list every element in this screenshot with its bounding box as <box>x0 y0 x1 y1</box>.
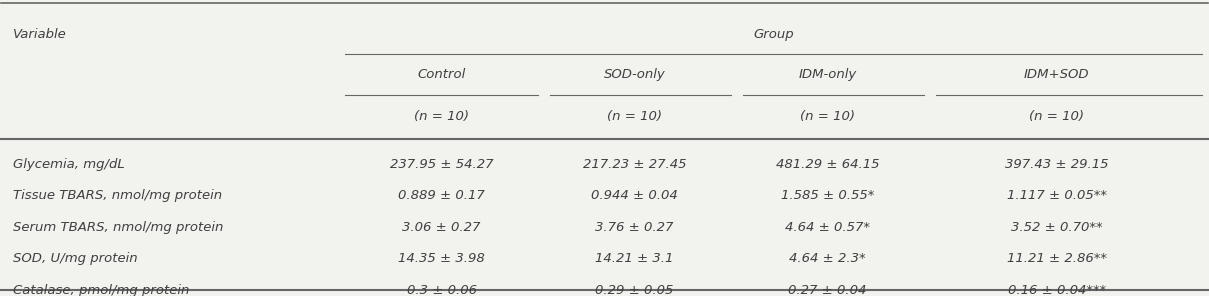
Text: 217.23 ± 27.45: 217.23 ± 27.45 <box>583 158 687 171</box>
Text: 3.76 ± 0.27: 3.76 ± 0.27 <box>596 221 673 234</box>
Text: IDM+SOD: IDM+SOD <box>1024 68 1089 81</box>
Text: 0.27 ± 0.04: 0.27 ± 0.04 <box>788 284 867 296</box>
Text: SOD, U/mg protein: SOD, U/mg protein <box>13 252 138 265</box>
Text: Glycemia, mg/dL: Glycemia, mg/dL <box>13 158 126 171</box>
Text: 0.3 ± 0.06: 0.3 ± 0.06 <box>406 284 476 296</box>
Text: 3.52 ± 0.70**: 3.52 ± 0.70** <box>1011 221 1103 234</box>
Text: 4.64 ± 2.3*: 4.64 ± 2.3* <box>789 252 866 265</box>
Text: 0.889 ± 0.17: 0.889 ± 0.17 <box>398 189 485 202</box>
Text: (n = 10): (n = 10) <box>607 110 663 123</box>
Text: Serum TBARS, nmol/mg protein: Serum TBARS, nmol/mg protein <box>13 221 224 234</box>
Text: 0.29 ± 0.05: 0.29 ± 0.05 <box>596 284 673 296</box>
Text: SOD-only: SOD-only <box>603 68 665 81</box>
Text: 11.21 ± 2.86**: 11.21 ± 2.86** <box>1007 252 1106 265</box>
Text: 397.43 ± 29.15: 397.43 ± 29.15 <box>1005 158 1109 171</box>
Text: 1.117 ± 0.05**: 1.117 ± 0.05** <box>1007 189 1106 202</box>
Text: IDM-only: IDM-only <box>798 68 857 81</box>
Text: (n = 10): (n = 10) <box>415 110 469 123</box>
Text: 14.35 ± 3.98: 14.35 ± 3.98 <box>398 252 485 265</box>
Text: 1.585 ± 0.55*: 1.585 ± 0.55* <box>781 189 874 202</box>
Text: 0.16 ± 0.04***: 0.16 ± 0.04*** <box>1008 284 1106 296</box>
Text: 3.06 ± 0.27: 3.06 ± 0.27 <box>403 221 481 234</box>
Text: Control: Control <box>417 68 465 81</box>
Text: 0.944 ± 0.04: 0.944 ± 0.04 <box>591 189 678 202</box>
Text: 481.29 ± 64.15: 481.29 ± 64.15 <box>776 158 879 171</box>
Text: 14.21 ± 3.1: 14.21 ± 3.1 <box>596 252 673 265</box>
Text: (n = 10): (n = 10) <box>800 110 855 123</box>
Text: 4.64 ± 0.57*: 4.64 ± 0.57* <box>785 221 870 234</box>
Text: 237.95 ± 54.27: 237.95 ± 54.27 <box>391 158 493 171</box>
Text: Group: Group <box>753 28 793 41</box>
Text: Tissue TBARS, nmol/mg protein: Tissue TBARS, nmol/mg protein <box>13 189 222 202</box>
Text: Catalase, pmol/mg protein: Catalase, pmol/mg protein <box>13 284 190 296</box>
Text: (n = 10): (n = 10) <box>1029 110 1084 123</box>
Text: Variable: Variable <box>13 28 68 41</box>
